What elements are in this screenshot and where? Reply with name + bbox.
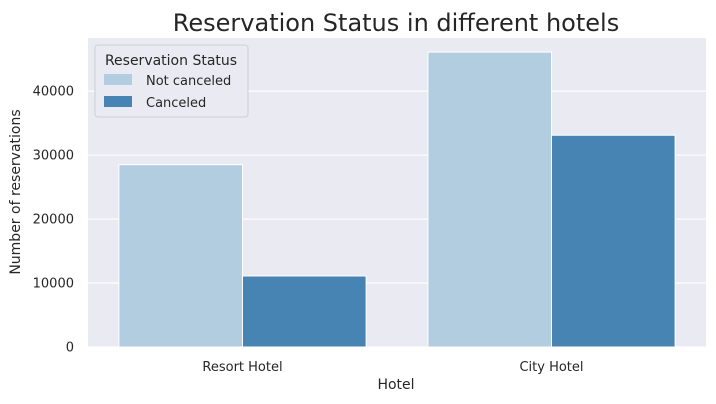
bar-city-hotel-canceled (551, 134, 676, 348)
x-axis-label: Hotel (377, 377, 414, 393)
legend-swatch-canceled (104, 96, 132, 107)
x-tick-label-city-hotel: City Hotel (519, 360, 583, 375)
y-tick-label: 0 (66, 341, 74, 356)
legend-title: Reservation Status (105, 53, 237, 69)
y-tick-label: 10000 (33, 277, 74, 292)
y-axis-label: Number of reservations (8, 109, 24, 274)
bar-city-hotel-not-canceled (427, 51, 552, 348)
x-tick-label-resort-hotel: Resort Hotel (202, 360, 282, 375)
y-tick-label: 30000 (33, 149, 74, 164)
bar-resort-hotel-not-canceled (118, 164, 243, 348)
legend-label-canceled: Canceled (146, 96, 206, 111)
legend-label-not-canceled: Not canceled (146, 74, 231, 89)
bars (118, 51, 676, 348)
legend: Reservation Status Not canceled Canceled (94, 44, 249, 118)
y-tick-label: 20000 (33, 213, 74, 228)
legend-box (94, 44, 249, 118)
y-tick-label: 40000 (33, 85, 74, 100)
legend-swatch-not-canceled (104, 74, 132, 85)
tick-labels: 0 10000 20000 30000 40000 Resort Hotel City Ho… (33, 85, 584, 375)
bar-resort-hotel-canceled (242, 275, 367, 348)
chart-title: Reservation Status in different hotels (173, 9, 619, 37)
